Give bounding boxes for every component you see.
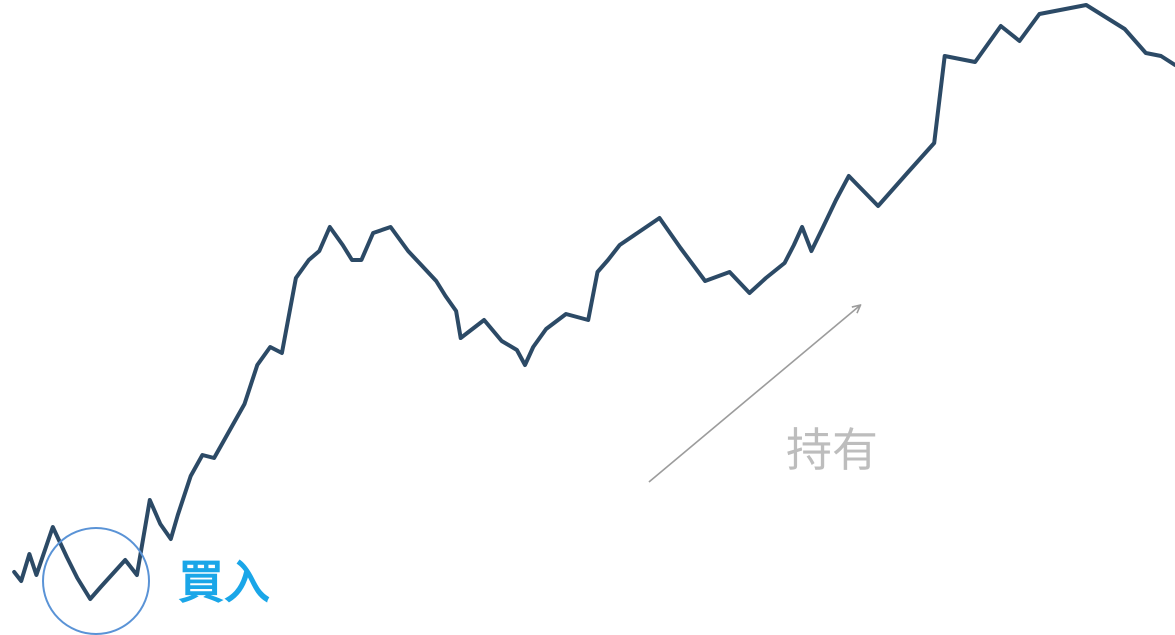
- hold-arrow: [648, 305, 861, 483]
- buy-label: 買入: [178, 555, 270, 609]
- hold-label: 持有: [786, 423, 878, 477]
- annotation-layer: 買入 持有: [42, 305, 878, 635]
- series-layer: [12, 3, 1175, 601]
- buy-point-circle: [42, 527, 151, 635]
- price-line-series-0: [12, 3, 1175, 601]
